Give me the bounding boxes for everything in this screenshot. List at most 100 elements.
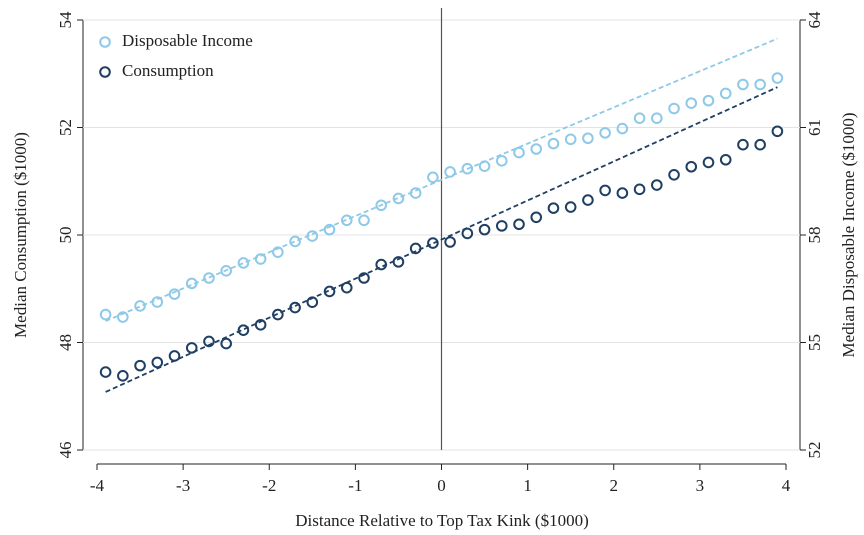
point [289,235,301,248]
point [616,187,629,199]
x-tick-label: 2 [610,476,619,495]
point [358,272,370,284]
y2-tick-label: 52 [805,442,824,459]
legend-marker [99,66,111,78]
point [427,171,439,184]
point [306,296,319,308]
point [392,192,405,205]
x-tick-label: 0 [437,476,446,495]
y-axis-label: Median Consumption ($1000) [11,132,30,338]
point [99,308,112,321]
point [168,288,181,300]
point [495,220,508,232]
x-tick-label: -3 [176,476,190,495]
point [168,350,181,362]
point [134,359,146,372]
point [633,112,646,124]
point [340,281,353,294]
point [444,236,456,248]
fit-line [105,37,778,322]
point [564,201,577,213]
point [237,324,250,336]
point [530,211,543,224]
point [220,265,232,277]
point [461,227,474,240]
point [564,133,577,146]
point [719,153,732,166]
y2-tick-label: 61 [805,119,824,136]
point [547,202,560,214]
point [547,137,560,150]
point [668,169,680,181]
point [237,257,250,269]
point [495,155,508,167]
point [134,300,146,312]
point [358,214,370,227]
point [478,160,491,172]
point [392,256,405,268]
x-tick-label: -1 [348,476,362,495]
point [582,194,594,206]
point [340,214,353,227]
y-tick-label: 46 [56,442,75,459]
point [203,272,215,284]
point [185,342,198,354]
point [685,97,698,109]
fit-line [105,86,778,393]
point [461,162,474,175]
x-tick-label: -4 [90,476,105,495]
point [151,356,164,369]
x-tick-label: -2 [262,476,276,495]
y-tick-label: 54 [56,11,75,29]
x-tick-label: 3 [696,476,705,495]
point [513,218,525,231]
point [409,187,422,199]
point [754,138,766,151]
point [185,277,198,290]
legend-label: Disposable Income [122,31,253,50]
point [737,138,749,151]
point [220,337,232,350]
point [289,301,301,314]
point [530,143,543,155]
x-axis-label: Distance Relative to Top Tax Kink ($1000… [295,511,589,530]
point [427,237,439,249]
y2-tick-label: 64 [805,11,824,29]
point [754,78,766,91]
x-tick-label: 4 [782,476,791,495]
point [633,183,646,196]
point [771,125,784,138]
point [117,311,129,323]
point [375,258,388,271]
point [375,199,388,212]
point [117,370,129,382]
point [599,184,611,197]
point [616,122,629,135]
point [254,318,267,331]
y2-axis-label: Median Disposable Income ($1000) [839,112,858,357]
y-tick-label: 50 [56,227,75,244]
point [719,87,732,100]
point [702,156,715,169]
point [254,253,267,265]
legend-label: Consumption [122,61,214,80]
point [478,223,491,236]
y-tick-label: 52 [56,119,75,136]
point [771,72,784,84]
y2-tick-label: 55 [805,334,824,351]
legend-marker [99,36,111,48]
point [582,132,594,145]
point [651,179,663,191]
point [513,146,525,159]
point [99,366,112,378]
point [651,112,663,124]
point [737,78,749,91]
x-tick-label: 1 [523,476,532,495]
point [272,246,284,258]
point [306,230,319,242]
point [668,102,680,115]
y-tick-label: 48 [56,334,75,351]
y2-tick-label: 58 [805,227,824,244]
point [444,166,456,178]
